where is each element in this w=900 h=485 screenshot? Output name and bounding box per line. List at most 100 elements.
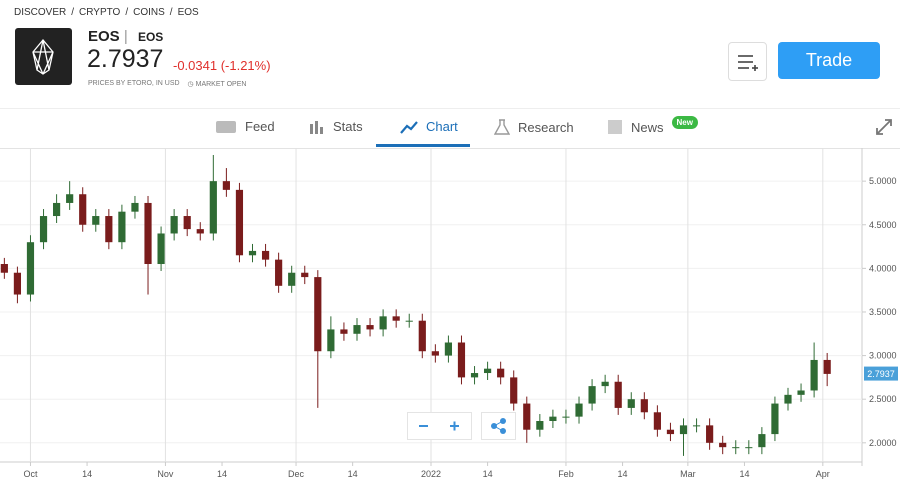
candle-body: [457, 342, 466, 378]
candle-body: [418, 320, 426, 352]
candle-body: [666, 429, 675, 435]
candle-body: [444, 342, 453, 356]
expand-icon[interactable]: [875, 118, 893, 136]
crumb[interactable]: COINS: [133, 7, 165, 18]
candle-body: [405, 320, 413, 322]
x-tick-label: 2022: [421, 469, 441, 479]
candle-body: [797, 390, 805, 395]
candle-body: [823, 359, 831, 374]
sep: |: [123, 28, 128, 45]
candle-body: [431, 351, 439, 356]
change: -0.0341 (-1.21%): [173, 58, 271, 73]
breadcrumb: DISCOVER / CRYPTO / COINS / EOS: [14, 7, 199, 18]
candle-body: [614, 381, 622, 408]
x-tick-label: 14: [739, 469, 749, 479]
candle-body: [562, 416, 570, 418]
candle-body: [196, 229, 204, 234]
y-tick-label: 3.0000: [869, 351, 897, 361]
x-tick-label: Mar: [680, 469, 696, 479]
last-price-label: 2.7937: [867, 369, 895, 379]
candle-body: [66, 194, 74, 203]
candle-body: [353, 325, 361, 334]
tab[interactable]: Feed: [215, 119, 275, 134]
candle-body: [758, 434, 766, 448]
y-tick-label: 4.5000: [869, 220, 897, 230]
asset-name: EOS | EOS: [88, 28, 163, 45]
x-tick-label: 14: [82, 469, 92, 479]
x-tick-label: 14: [618, 469, 628, 479]
y-tick-label: 4.0000: [869, 263, 897, 273]
badge: New: [671, 115, 698, 129]
candle-body: [679, 425, 688, 435]
y-tick-label: 2.0000: [869, 438, 897, 448]
candle-body: [327, 329, 335, 352]
candle-body: [627, 399, 635, 408]
candle-body: [810, 359, 818, 391]
name: EOS: [88, 28, 120, 45]
candle-body: [601, 381, 609, 387]
x-tick-label: Feb: [558, 469, 574, 479]
candle-body: [536, 421, 544, 430]
tab[interactable]: Research: [494, 119, 574, 135]
candle-body: [105, 216, 113, 243]
tab[interactable]: Stats: [309, 119, 363, 134]
candle-body: [784, 394, 792, 404]
y-tick-label: 5.0000: [869, 176, 897, 186]
zoom-out[interactable]: [408, 413, 439, 439]
candle-body: [692, 425, 701, 427]
candle-body: [379, 316, 387, 330]
logo: [15, 28, 72, 85]
candle-body: [549, 416, 557, 422]
candle-body: [340, 329, 348, 334]
x-tick-label: Nov: [157, 469, 174, 479]
candle-body: [588, 386, 596, 404]
candle-body: [261, 250, 270, 260]
candle-body: [470, 373, 479, 378]
y-tick-label: 3.5000: [869, 307, 897, 317]
watchlist-button[interactable]: [728, 42, 767, 81]
tab-bar: [0, 108, 900, 149]
candle-body: [26, 242, 35, 295]
candle-body: [157, 233, 165, 265]
y-tick-label: 2.5000: [869, 394, 897, 404]
crumb[interactable]: DISCOVER: [14, 7, 67, 18]
zoom-in[interactable]: [439, 413, 470, 439]
trade-button[interactable]: Trade: [778, 42, 880, 79]
share-button[interactable]: [481, 412, 516, 440]
crumb[interactable]: CRYPTO: [79, 7, 121, 18]
candle-body: [640, 399, 648, 413]
candle-body: [92, 216, 100, 225]
candle-body: [53, 202, 61, 217]
x-tick-label: 14: [348, 469, 358, 479]
price: 2.7937: [87, 45, 164, 73]
candle-body: [706, 425, 714, 443]
candle-body: [235, 189, 244, 256]
tab[interactable]: Chart: [400, 119, 458, 134]
candle-body: [510, 377, 518, 404]
status: MARKET OPEN: [195, 81, 247, 88]
candle-body: [39, 216, 48, 243]
candle-body: [0, 264, 8, 273]
candle-body: [144, 202, 152, 265]
candle-body: [575, 403, 583, 417]
candle-body: [732, 447, 740, 449]
source: PRICES BY ETORO, IN USD: [88, 80, 180, 87]
tab[interactable]: News New: [607, 115, 698, 135]
zoom-controls: [407, 412, 472, 440]
tab-underline: [376, 144, 470, 147]
candle-body: [288, 272, 296, 286]
candle-body: [209, 181, 217, 234]
candle-body: [183, 216, 191, 230]
x-tick-label: Apr: [816, 469, 830, 479]
candle-body: [745, 447, 753, 449]
candle-body: [248, 250, 257, 256]
x-tick-label: 14: [483, 469, 493, 479]
candle-body: [497, 368, 505, 378]
candle-body: [719, 442, 727, 448]
candle-body: [79, 194, 87, 225]
candle-body: [13, 272, 22, 295]
x-tick-label: Dec: [288, 469, 305, 479]
candle-body: [222, 181, 230, 190]
ticker: EOS: [137, 30, 164, 44]
